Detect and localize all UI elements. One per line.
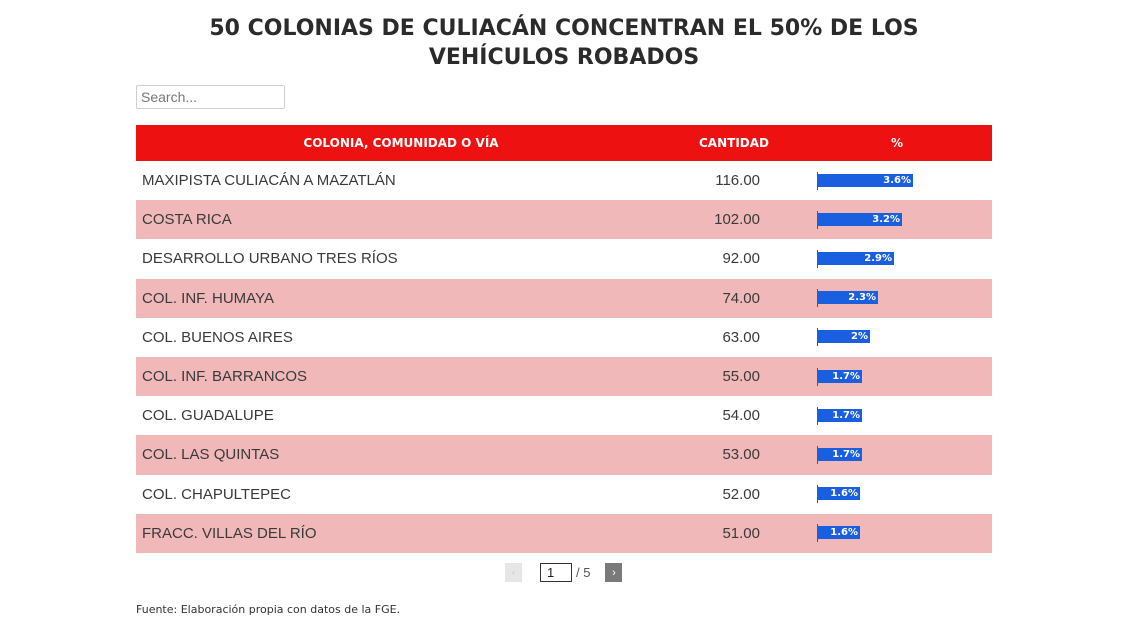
cell-percent: 1.7%: [802, 406, 992, 425]
cell-percent: 2.3%: [802, 289, 992, 308]
table-row: COL. BUENOS AIRES 63.00 2%: [136, 318, 992, 357]
table-row: DESARROLLO URBANO TRES RÍOS 92.00 2.9%: [136, 239, 992, 278]
table-row: COL. GUADALUPE 54.00 1.7%: [136, 396, 992, 435]
percent-bar: 1.7%: [817, 408, 862, 422]
cell-colonia: COL. BUENOS AIRES: [142, 328, 293, 346]
cell-cantidad: 54.00: [722, 407, 760, 425]
table-row: COL. INF. HUMAYA 74.00 2.3%: [136, 278, 992, 318]
percent-bar: 2%: [817, 330, 870, 344]
percent-bar: 2.3%: [817, 291, 878, 305]
cell-colonia: COL. CHAPULTEPEC: [142, 485, 291, 503]
cell-colonia: DESARROLLO URBANO TRES RÍOS: [142, 250, 398, 268]
table-row: COSTA RICA 102.00 3.2%: [136, 200, 992, 240]
percent-bar: 1.7%: [817, 369, 862, 383]
cell-colonia: FRACC. VILLAS DEL RÍO: [142, 524, 317, 542]
cell-percent: 1.6%: [802, 485, 992, 504]
search-input[interactable]: [136, 85, 285, 109]
cell-cantidad: 63.00: [722, 328, 760, 346]
cell-percent: 1.7%: [802, 367, 992, 386]
cell-percent: 2%: [802, 328, 992, 347]
table-row: MAXIPISTA CULIACÁN A MAZATLÁN 116.00 3.6%: [136, 161, 992, 200]
chevron-left-icon: ‹: [511, 566, 516, 579]
cell-cantidad: 55.00: [722, 368, 760, 386]
cell-cantidad: 92.00: [722, 250, 760, 268]
prev-page-button[interactable]: ‹: [505, 563, 522, 582]
percent-bar: 1.7%: [817, 447, 862, 461]
next-page-button[interactable]: ›: [605, 563, 623, 582]
cell-colonia: COSTA RICA: [142, 211, 232, 229]
cell-percent: 2.9%: [802, 249, 992, 268]
page-title: 50 COLONIAS DE CULIACÁN CONCENTRAN EL 50…: [209, 16, 919, 70]
cell-percent: 3.2%: [802, 210, 992, 229]
table-row: COL. LAS QUINTAS 53.00 1.7%: [136, 435, 992, 475]
cell-percent: 1.6%: [802, 524, 992, 543]
column-header-colonia[interactable]: COLONIA, COMUNIDAD O VÍA: [303, 136, 499, 150]
page-total: / 5: [576, 565, 591, 580]
percent-bar: 1.6%: [817, 526, 860, 540]
source-note: Fuente: Elaboración propia con datos de …: [136, 603, 401, 616]
cell-cantidad: 51.00: [722, 524, 760, 542]
table-body: MAXIPISTA CULIACÁN A MAZATLÁN 116.00 3.6% C…: [136, 161, 992, 553]
cell-cantidad: 53.00: [722, 446, 760, 464]
cell-percent: 1.7%: [802, 445, 992, 464]
page-number-input[interactable]: [540, 563, 572, 582]
cell-colonia: COL. GUADALUPE: [142, 407, 274, 425]
cell-colonia: COL. INF. HUMAYA: [142, 289, 274, 307]
percent-bar: 3.2%: [817, 212, 902, 226]
column-header-cantidad[interactable]: CANTIDAD: [699, 136, 769, 150]
percent-bar: 3.6%: [817, 173, 913, 187]
data-table: COLONIA, COMUNIDAD O VÍA CANTIDAD % MAXI…: [136, 125, 992, 553]
table-row: COL. INF. BARRANCOS 55.00 1.7%: [136, 356, 992, 397]
table-row: FRACC. VILLAS DEL RÍO 51.00 1.6%: [136, 513, 992, 553]
cell-cantidad: 74.00: [722, 289, 760, 307]
chevron-right-icon: ›: [612, 566, 616, 579]
cell-colonia: MAXIPISTA CULIACÁN A MAZATLÁN: [142, 172, 396, 190]
cell-cantidad: 102.00: [714, 211, 760, 229]
table-header: COLONIA, COMUNIDAD O VÍA CANTIDAD %: [136, 125, 992, 161]
percent-bar: 1.6%: [817, 487, 860, 501]
cell-percent: 3.6%: [802, 171, 992, 190]
percent-bar: 2.9%: [817, 251, 894, 265]
table-row: COL. CHAPULTEPEC 52.00 1.6%: [136, 475, 992, 514]
cell-cantidad: 116.00: [715, 172, 760, 190]
column-header-percent[interactable]: %: [890, 136, 904, 150]
cell-cantidad: 52.00: [722, 485, 760, 503]
cell-colonia: COL. LAS QUINTAS: [142, 446, 280, 464]
pagination: ‹ / 5 ›: [505, 563, 623, 582]
cell-colonia: COL. INF. BARRANCOS: [142, 368, 308, 386]
